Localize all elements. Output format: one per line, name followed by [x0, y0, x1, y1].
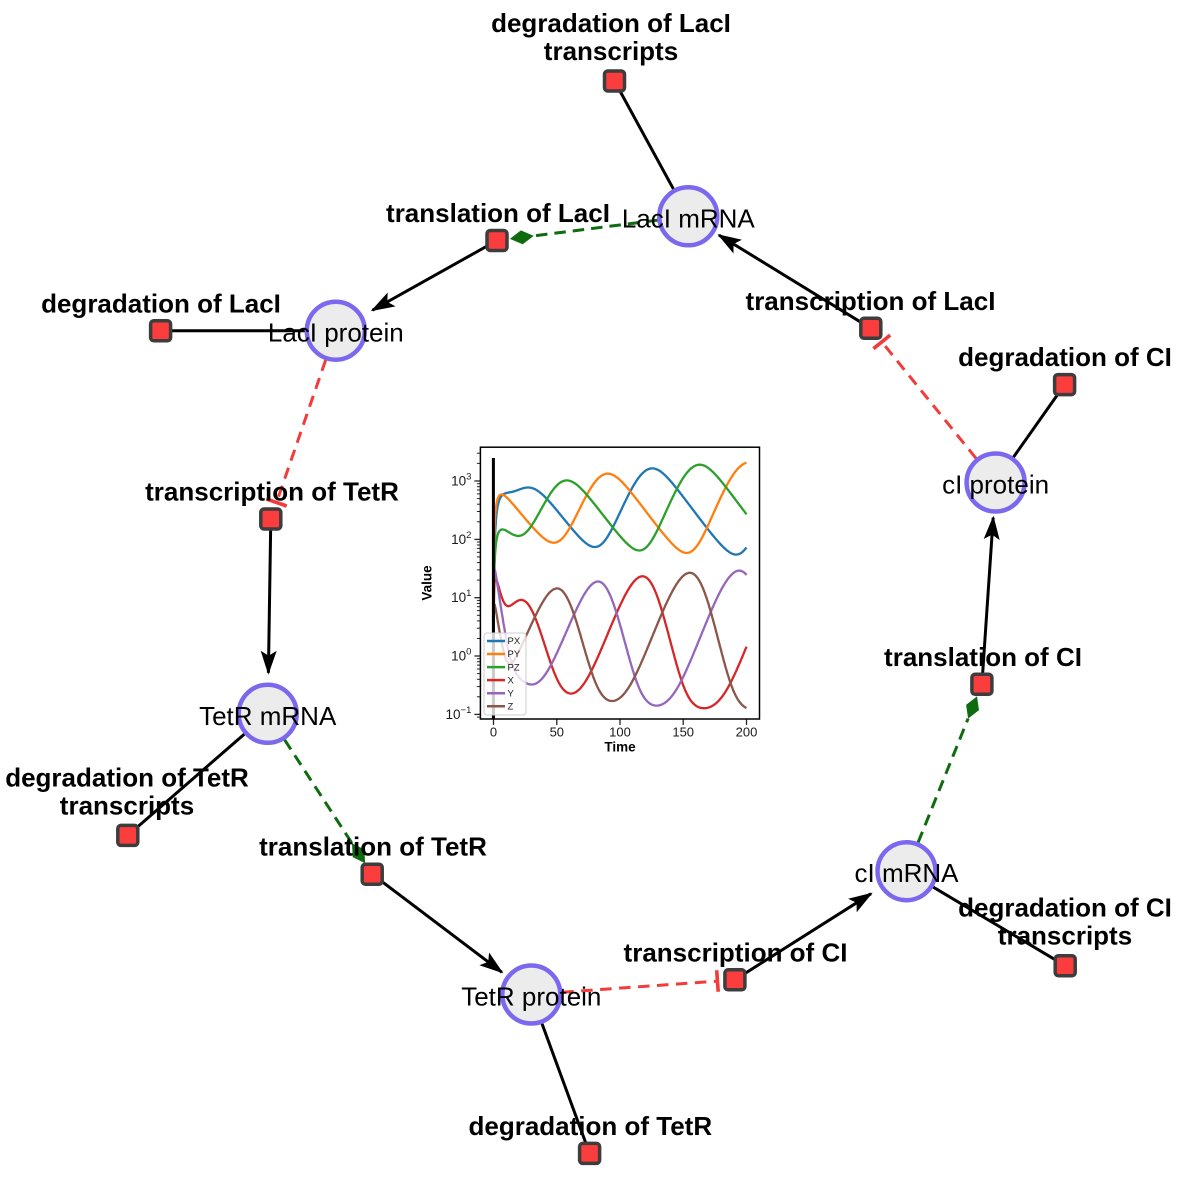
svg-text:cI protein: cI protein [942, 470, 1049, 500]
svg-text:translation of CI: translation of CI [884, 642, 1082, 672]
svg-text:Z: Z [508, 701, 514, 712]
svg-text:Time: Time [604, 740, 636, 755]
svg-text:LacI mRNA: LacI mRNA [622, 203, 756, 233]
svg-text:degradation of LacI: degradation of LacI [491, 8, 731, 38]
svg-text:transcripts: transcripts [60, 790, 194, 820]
svg-text:TetR mRNA: TetR mRNA [199, 701, 337, 731]
svg-text:transcripts: transcripts [544, 36, 678, 66]
svg-text:transcription of CI: transcription of CI [624, 937, 848, 967]
svg-text:cI mRNA: cI mRNA [855, 858, 960, 888]
svg-text:100: 100 [609, 725, 631, 740]
svg-text:degradation of TetR: degradation of TetR [5, 762, 249, 792]
svg-text:LacI protein: LacI protein [268, 318, 404, 348]
svg-text:200: 200 [736, 725, 758, 740]
svg-text:PX: PX [508, 636, 521, 647]
svg-text:150: 150 [672, 725, 694, 740]
svg-text:transcription of TetR: transcription of TetR [145, 477, 399, 507]
svg-text:translation of LacI: translation of LacI [386, 198, 610, 228]
svg-text:0: 0 [490, 725, 497, 740]
svg-text:transcripts: transcripts [998, 921, 1132, 951]
svg-text:Value: Value [420, 565, 435, 601]
svg-text:PZ: PZ [508, 662, 520, 673]
svg-text:X: X [508, 675, 515, 686]
svg-text:Y: Y [508, 688, 515, 699]
svg-text:transcription of LacI: transcription of LacI [746, 286, 996, 316]
svg-text:TetR protein: TetR protein [461, 982, 601, 1012]
svg-text:degradation of TetR: degradation of TetR [468, 1111, 712, 1141]
svg-text:degradation of CI: degradation of CI [958, 893, 1172, 923]
svg-text:50: 50 [550, 725, 564, 740]
svg-text:PY: PY [508, 649, 521, 660]
svg-text:translation of TetR: translation of TetR [259, 832, 487, 862]
svg-text:degradation of LacI: degradation of LacI [41, 288, 281, 318]
svg-text:degradation of CI: degradation of CI [958, 342, 1172, 372]
